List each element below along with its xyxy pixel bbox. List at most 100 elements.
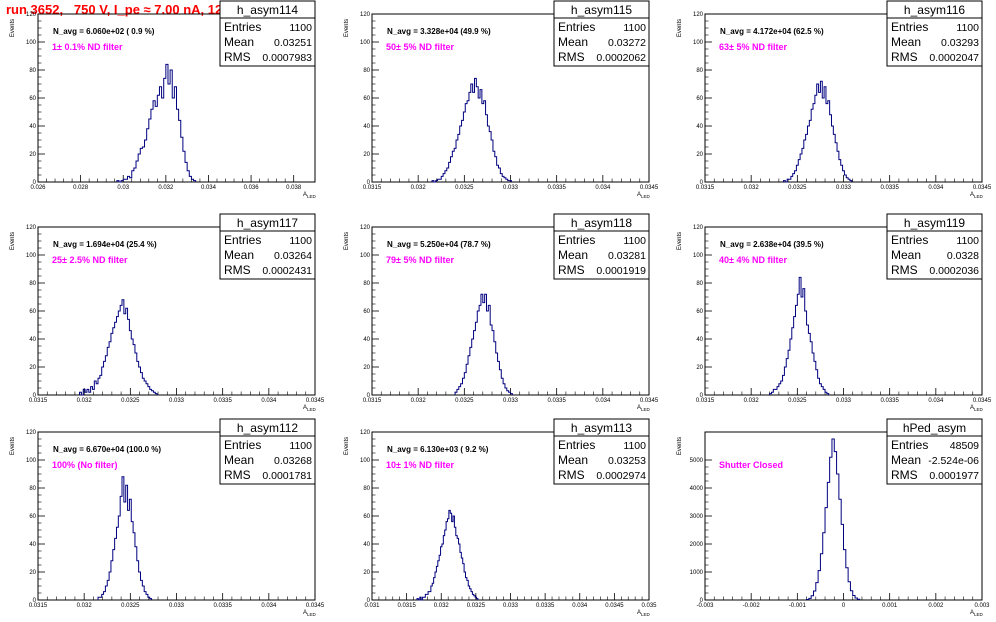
y-tick-label: 60 [363, 96, 370, 102]
x-tick-label: 0.033 [836, 185, 852, 191]
x-tick-label: 0.03 [117, 185, 129, 191]
y-tick-label: 0 [367, 393, 371, 399]
y-tick-label: 40 [363, 124, 370, 130]
stats-mean-label: Mean [224, 453, 254, 467]
x-tick-label: 0.034 [201, 185, 217, 191]
y-tick-label: 0 [367, 598, 371, 604]
filter-label: 50± 5% ND filter [386, 42, 454, 52]
y-axis-label: Events [344, 232, 350, 250]
y-tick-label: 20 [363, 152, 370, 158]
y-tick-label: 100 [693, 40, 704, 46]
y-tick-label: 1000 [690, 570, 704, 576]
x-axis-label: ALED [637, 405, 651, 412]
x-tick-label: 0.034 [595, 185, 611, 191]
y-tick-label: 100 [360, 458, 371, 464]
stats-rms-value: 0.0007983 [262, 52, 312, 64]
histogram-panel-hPed_asym: 0 1000 2000 3000 4000 5000 -0.003 -0.002 -0.001 0… [677, 418, 990, 617]
y-tick-label: 0 [33, 393, 37, 399]
x-tick-label: 0.031 [364, 603, 380, 609]
x-tick-label: 0.034 [928, 398, 944, 404]
stats-mean-label: Mean [558, 248, 588, 262]
x-axis-label: ALED [637, 192, 651, 199]
y-tick-label: 100 [360, 40, 371, 46]
x-tick-label: 0.0325 [121, 398, 140, 404]
histogram-line [97, 476, 153, 600]
stats-box [886, 213, 983, 280]
x-axis-label: ALED [303, 405, 317, 412]
x-tick-label: 0.0315 [397, 603, 416, 609]
stats-rms-label: RMS [558, 50, 585, 64]
x-tick-label: 0.034 [261, 398, 277, 404]
y-tick-label: 0 [700, 180, 704, 186]
x-tick-label: 0.0345 [640, 398, 659, 404]
stats-mean-value: 0.03281 [608, 250, 646, 262]
y-tick-label: 3000 [690, 514, 704, 520]
stats-entries-value: 1100 [623, 440, 646, 452]
stats-rms-label: RMS [891, 263, 918, 277]
x-tick-label: 0.032 [411, 185, 427, 191]
y-tick-label: 0 [33, 598, 37, 604]
y-tick-label: 4000 [690, 486, 704, 492]
x-tick-label: 0.038 [286, 185, 302, 191]
histogram-panel-h_asym116: 0 20 40 60 80 100 120 0.0315 0.032 0.0325 0.033 0.0… [677, 0, 992, 199]
navg-label: N_avg = 2.638e+04 (39.5 %) [720, 240, 824, 249]
x-tick-label: 0.0325 [788, 398, 807, 404]
stats-mean-value: 0.0328 [947, 250, 979, 262]
y-tick-label: 80 [363, 281, 370, 287]
stats-mean-value: 0.03251 [274, 37, 312, 49]
x-tick-label: 0.034 [572, 603, 588, 609]
y-tick-label: 40 [696, 337, 703, 343]
stats-entries-value: 1100 [623, 22, 646, 34]
stats-entries-value: 1100 [289, 440, 312, 452]
x-tick-label: 0.0325 [788, 185, 807, 191]
x-tick-label: 0.0335 [213, 603, 232, 609]
y-tick-label: 120 [693, 225, 704, 231]
y-tick-label: 60 [696, 96, 703, 102]
y-tick-label: 80 [29, 281, 36, 287]
y-axis-label: Events [677, 19, 683, 37]
x-tick-label: 0.032 [158, 185, 174, 191]
stats-mean-value: 0.03253 [608, 455, 646, 467]
x-tick-label: 0.033 [169, 398, 185, 404]
x-tick-label: 0.033 [169, 603, 185, 609]
x-axis-label: ALED [970, 405, 984, 412]
histogram-line [769, 276, 830, 395]
x-tick-label: 0.0335 [880, 185, 899, 191]
x-tick-label: 0.002 [928, 603, 944, 609]
x-axis-label-subscript: LED [641, 407, 651, 412]
navg-label: N_avg = 6.130e+03 ( 9.2 %) [387, 445, 489, 454]
stats-box [886, 0, 983, 67]
stats-rms-value: 0.0002047 [929, 52, 979, 64]
y-axis-label: Events [344, 19, 350, 37]
stats-rms-value: 0.0002062 [596, 52, 646, 64]
x-axis-label: ALED [637, 610, 651, 617]
x-tick-label: 0.0345 [640, 185, 659, 191]
y-tick-label: 40 [29, 337, 36, 343]
y-axis-label: Events [677, 232, 683, 250]
x-tick-label: -0.001 [789, 603, 807, 609]
stats-rms-value: 0.0001781 [262, 470, 312, 482]
stats-mean-value: 0.03272 [608, 37, 646, 49]
y-tick-label: 40 [363, 337, 370, 343]
x-axis-label-subscript: LED [974, 194, 984, 199]
y-tick-label: 120 [26, 430, 37, 436]
stats-entries-value: 1100 [623, 235, 646, 247]
stats-rms-value: 0.0001919 [596, 265, 646, 277]
stats-entries-label: Entries [891, 438, 928, 452]
x-tick-label: 0.0315 [363, 185, 382, 191]
y-tick-label: 20 [29, 152, 36, 158]
x-tick-label: 0.0325 [467, 603, 486, 609]
x-tick-label: 0.032 [411, 398, 427, 404]
x-tick-label: 0.032 [434, 603, 450, 609]
x-tick-label: 0.0315 [696, 185, 715, 191]
stats-entries-value: 1100 [956, 22, 979, 34]
x-tick-label: 0.033 [503, 398, 519, 404]
x-tick-label: 0.036 [244, 185, 260, 191]
filter-label: 1± 0.1% ND filter [52, 42, 123, 52]
y-tick-label: 80 [696, 281, 703, 287]
x-axis-label: ALED [970, 192, 984, 199]
x-tick-label: 0.0315 [29, 398, 48, 404]
stats-rms-label: RMS [891, 50, 918, 64]
stats-entries-label: Entries [224, 438, 261, 452]
stats-mean-value: 0.03293 [941, 37, 979, 49]
